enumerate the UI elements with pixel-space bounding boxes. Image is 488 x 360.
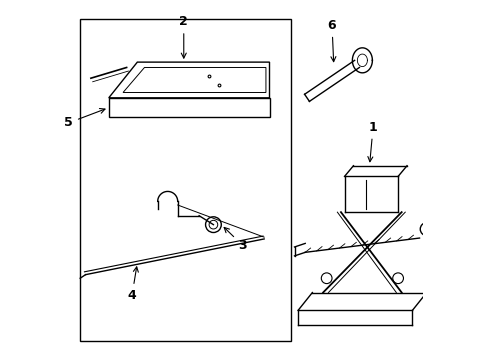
Text: 6: 6 xyxy=(327,19,336,62)
Text: 2: 2 xyxy=(179,15,188,58)
Text: 5: 5 xyxy=(64,108,105,129)
Text: 4: 4 xyxy=(127,267,138,302)
Text: 1: 1 xyxy=(367,121,377,162)
Text: 3: 3 xyxy=(224,228,246,252)
